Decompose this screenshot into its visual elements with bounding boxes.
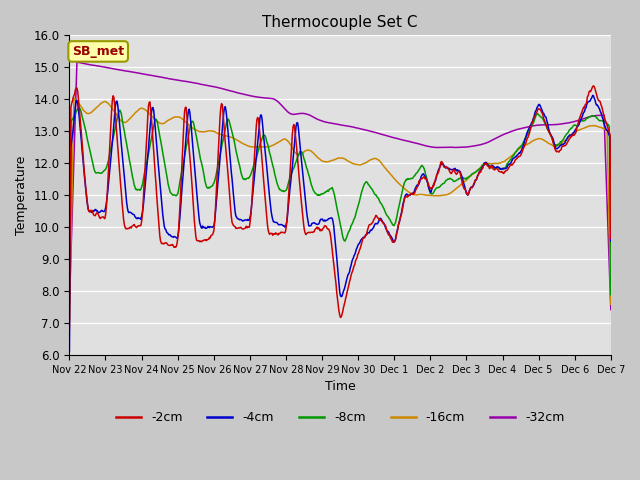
Legend: -2cm, -4cm, -8cm, -16cm, -32cm: -2cm, -4cm, -8cm, -16cm, -32cm [111,406,570,429]
Title: Thermocouple Set C: Thermocouple Set C [262,15,418,30]
Text: SB_met: SB_met [72,45,124,58]
X-axis label: Time: Time [324,381,355,394]
Y-axis label: Temperature: Temperature [15,156,28,235]
